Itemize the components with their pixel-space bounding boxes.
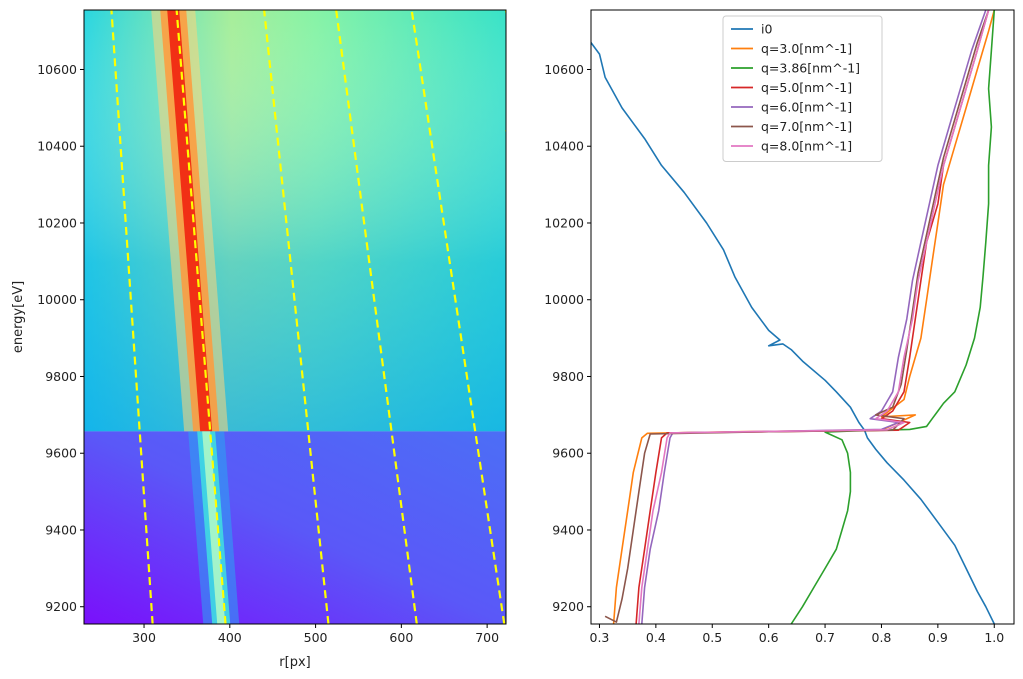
right-y-tick-label: 10200 <box>544 215 584 230</box>
left-y-tick-label: 9200 <box>45 599 77 614</box>
heatmap-below-edge <box>84 431 506 624</box>
heatmap-image <box>84 10 506 624</box>
left-panel: 300 400 500 600 700 9200 9400 9600 9800 10000 102… <box>11 9 507 670</box>
left-x-tick-label: 500 <box>304 630 328 645</box>
legend-entry: q=3.0[nm^-1] <box>761 41 852 56</box>
right-y-tick-label: 9800 <box>552 369 584 384</box>
right-x-tick-label: 0.7 <box>815 630 835 645</box>
series-line-0 <box>591 41 996 624</box>
series-line-1 <box>612 10 996 624</box>
legend-entry: q=3.86[nm^-1] <box>761 61 860 76</box>
right-x-tick-label: 0.9 <box>928 630 948 645</box>
left-y-tick-label: 10200 <box>37 215 77 230</box>
right-panel: 0.3 0.4 0.5 0.6 0.7 0.8 0.9 1.0 9200 9400 9600 980… <box>544 9 1015 645</box>
left-x-axis: 300 400 500 600 700 <box>132 624 499 645</box>
series-line-6 <box>638 10 990 624</box>
legend-box <box>722 15 883 162</box>
right-y-tick-label: 9400 <box>552 522 584 537</box>
left-y-tick-label: 9600 <box>45 446 77 461</box>
line-series <box>591 10 996 624</box>
left-y-tick-label: 10400 <box>37 139 77 154</box>
right-x-tick-label: 0.5 <box>702 630 722 645</box>
heatmap-above-edge-shade <box>84 10 506 432</box>
left-y-axis: 9200 9400 9600 9800 10000 10200 10400 10600 <box>37 62 84 614</box>
right-x-axis: 0.3 0.4 0.5 0.6 0.7 0.8 0.9 1.0 <box>590 624 1004 645</box>
dashed-line-1 <box>175 10 227 624</box>
dashed-line-2 <box>263 10 330 624</box>
right-y-tick-label: 10400 <box>544 139 584 154</box>
ridge-core-upper <box>167 10 213 432</box>
legend-entry: q=7.0[nm^-1] <box>761 119 852 134</box>
right-x-tick-label: 0.8 <box>872 630 892 645</box>
left-x-tick-label: 300 <box>132 630 156 645</box>
right-y-tick-label: 10000 <box>544 292 584 307</box>
right-y-tick-label: 9200 <box>552 599 584 614</box>
right-y-tick-label: 9600 <box>552 446 584 461</box>
right-x-tick-label: 1.0 <box>984 630 1004 645</box>
right-y-tick-label: 10600 <box>544 62 584 77</box>
left-x-tick-label: 600 <box>389 630 413 645</box>
left-x-tick-label: 700 <box>475 630 499 645</box>
legend-entry: i0 <box>761 22 772 37</box>
left-y-tick-label: 9800 <box>45 369 77 384</box>
ridge-core-lower <box>202 431 226 624</box>
left-y-tick-label: 10600 <box>37 62 77 77</box>
series-line-2 <box>790 10 996 624</box>
left-y-tick-label: 10000 <box>37 292 77 307</box>
series-line-5 <box>604 10 990 623</box>
legend-entry: q=6.0[nm^-1] <box>761 100 852 115</box>
left-axes-frame <box>83 9 507 625</box>
series-line-4 <box>641 10 987 624</box>
legend-entry: q=5.0[nm^-1] <box>761 80 852 95</box>
legend-entry: q=8.0[nm^-1] <box>761 139 852 154</box>
right-x-tick-label: 0.6 <box>759 630 779 645</box>
right-x-tick-label: 0.4 <box>646 630 666 645</box>
dashed-line-0 <box>110 10 154 624</box>
dashed-line-6 <box>504 130 506 134</box>
left-x-tick-label: 400 <box>218 630 242 645</box>
left-y-tick-label: 9400 <box>45 522 77 537</box>
right-axes-frame <box>590 9 1015 625</box>
left-y-axis-label: energy[eV] <box>11 281 26 353</box>
left-x-axis-label: r[px] <box>279 655 310 670</box>
dashed-guide-lines <box>110 10 506 624</box>
right-x-tick-label: 0.3 <box>590 630 610 645</box>
legend: i0 q=3.0[nm^-1] q=3.86[nm^-1] q=5.0[nm^-1] q… <box>722 15 883 162</box>
intensity-ridge <box>151 10 240 624</box>
right-y-axis: 9200 9400 9600 9800 10000 10200 10400 10600 <box>544 62 591 614</box>
